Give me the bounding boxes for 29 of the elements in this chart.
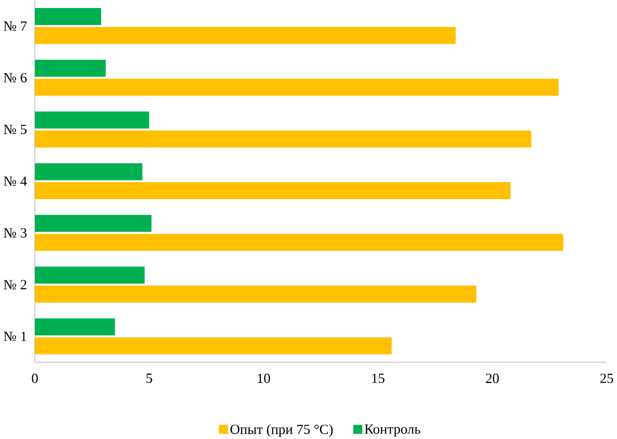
x-tick-label: 20: [486, 373, 499, 383]
x-tick-label: 0: [32, 373, 38, 383]
bar: [34, 318, 115, 336]
bar: [34, 26, 456, 44]
bar: [34, 285, 476, 302]
y-tick-label: № 5: [4, 124, 27, 134]
bar: [34, 234, 564, 251]
bar: [34, 8, 102, 25]
bar: [34, 130, 532, 148]
y-tick-label: № 2: [4, 280, 26, 290]
y-tick-label: № 3: [4, 228, 27, 238]
bar: [34, 60, 106, 77]
y-tick-label: № 4: [4, 176, 27, 186]
bar: [34, 162, 142, 180]
bar: [34, 78, 559, 96]
x-tick-label: 15: [372, 373, 384, 383]
bar: [34, 182, 511, 199]
x-tick-label: 5: [146, 373, 152, 383]
x-tick-label: 10: [258, 373, 270, 383]
legend-label: Опыт (при 75 °C): [230, 424, 333, 437]
legend-label: Контроль: [364, 424, 420, 436]
bar: [34, 266, 145, 284]
x-tick-label: 25: [600, 373, 614, 383]
y-tick-label: № 7: [4, 21, 27, 30]
bar: [34, 337, 392, 354]
bar: [34, 111, 150, 128]
y-tick-label: № 6: [4, 72, 27, 82]
y-tick-label: № 1: [4, 332, 26, 341]
bar: [34, 214, 152, 232]
